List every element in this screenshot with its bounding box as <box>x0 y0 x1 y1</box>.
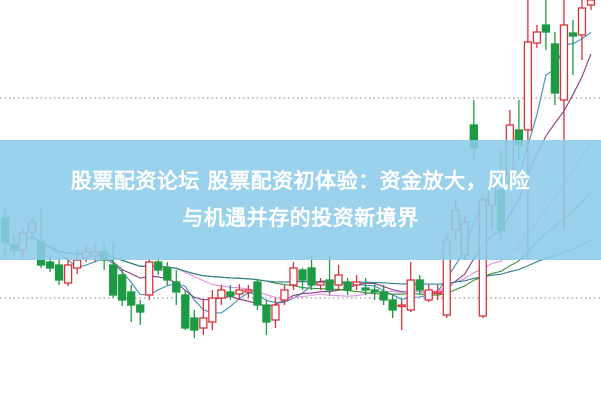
candle-body <box>280 289 289 301</box>
candle-body <box>235 289 244 295</box>
candle-body <box>316 281 325 286</box>
candle-body <box>226 291 235 297</box>
title-line-2: 与机遇并存的投资新境界 <box>182 206 419 230</box>
candle-body <box>262 304 271 323</box>
candle-body <box>109 264 118 296</box>
candle-body <box>577 7 587 36</box>
candle-body <box>532 31 542 44</box>
candle-body <box>154 261 163 271</box>
candle-body <box>63 264 73 284</box>
candle-body <box>559 24 569 101</box>
candle-body <box>181 294 190 329</box>
candle-body <box>379 291 388 301</box>
candle-body <box>352 281 361 286</box>
candle-body <box>172 281 181 293</box>
candle-body <box>163 267 172 281</box>
candle-body <box>190 317 199 331</box>
candle-body <box>118 274 127 301</box>
candle-body <box>541 24 551 33</box>
candle-body <box>271 304 280 321</box>
candle-body <box>72 259 82 269</box>
candle-body <box>433 291 442 295</box>
title-line-1: 股票配资论坛 股票配资初体验：资金放大，风险 <box>70 169 531 193</box>
candle-body <box>127 291 136 306</box>
candle-body <box>550 43 560 94</box>
candle-body <box>343 281 352 291</box>
candle-body <box>568 32 578 37</box>
candle-body <box>289 267 298 286</box>
candle-body <box>406 279 415 311</box>
candle-body <box>253 281 262 306</box>
candle-body <box>54 264 64 281</box>
candle-body <box>370 289 379 293</box>
candle-body <box>586 0 596 6</box>
title-banner: 股票配资论坛 股票配资初体验：资金放大，风险 与机遇并存的投资新境界 <box>0 140 601 260</box>
candle-body <box>415 279 424 291</box>
candle-body <box>307 267 316 286</box>
candle-body <box>361 287 370 291</box>
candle-body <box>298 269 307 281</box>
candle-body <box>523 41 533 131</box>
candle-body <box>45 261 55 269</box>
candle-body <box>244 289 253 293</box>
candle-body <box>397 304 406 308</box>
candle-body <box>217 289 226 299</box>
candle-body <box>334 274 343 286</box>
candle-body <box>145 261 154 296</box>
candle-body <box>136 304 145 313</box>
candle-body <box>325 279 334 291</box>
candle-body <box>208 297 217 323</box>
candle-body <box>388 299 397 311</box>
candle-body <box>199 317 208 329</box>
candle-body <box>424 289 433 301</box>
